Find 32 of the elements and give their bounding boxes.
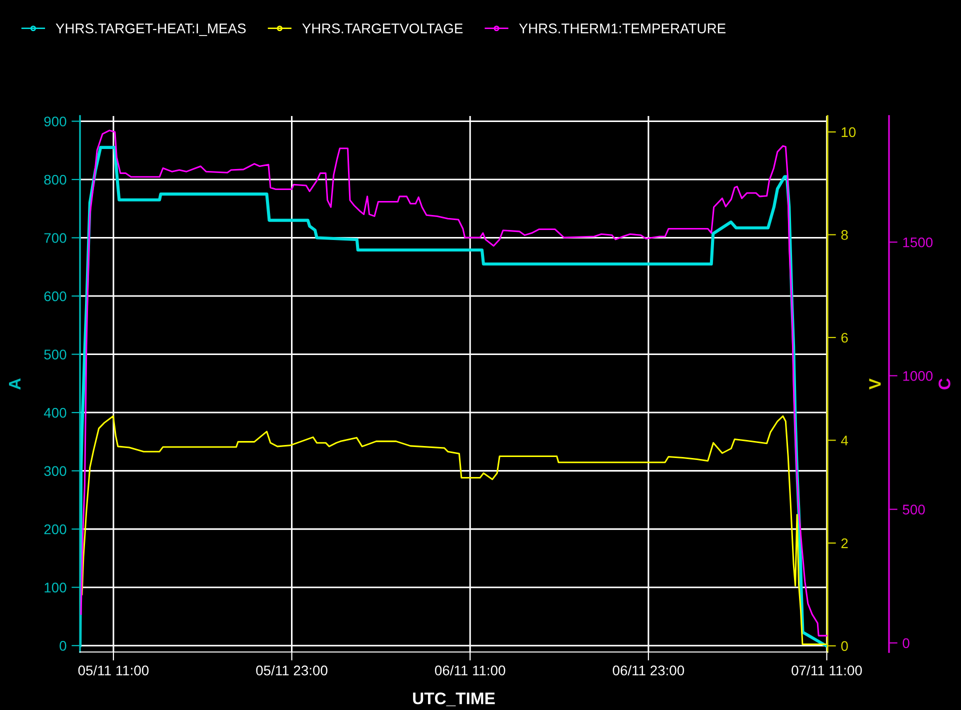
y-tick-label: 300: [44, 466, 66, 476]
x-tick-label: 05/11 23:00: [256, 665, 328, 676]
y3-tick-label: 500: [902, 504, 925, 514]
y-tick-label: 600: [44, 291, 66, 302]
x-axis-title: UTC_TIME: [413, 692, 495, 706]
legend-label: YHRS.THERM1:TEMPERATURE: [519, 24, 726, 34]
y3-tick-label: 1500: [903, 237, 933, 248]
x-tick-label: 06/11 11:00: [434, 665, 506, 676]
y3-tick-label: 1000: [903, 371, 933, 381]
y2-tick-label: 8: [841, 230, 848, 240]
y-axis-title: A: [9, 378, 20, 390]
y2-tick-label: 6: [841, 332, 848, 343]
y2-tick-label: 0: [841, 641, 848, 651]
y-tick-label: 200: [44, 524, 66, 534]
y-tick-label: 100: [44, 582, 66, 592]
y-tick-label: 0: [60, 640, 66, 651]
y2-tick-label: 2: [841, 538, 848, 548]
y2-axis-title: V: [869, 378, 881, 390]
y2-tick-label: 10: [842, 127, 856, 138]
y2-tick-label: 4: [841, 436, 848, 446]
legend-label: YHRS.TARGETVOLTAGE: [302, 24, 463, 34]
y3-axis-title: C: [938, 378, 950, 390]
y-tick-label: 400: [44, 408, 66, 418]
y3-tick-label: 0: [902, 638, 910, 648]
y-tick-label: 900: [44, 116, 66, 126]
x-tick-label: 07/11 11:00: [792, 665, 862, 676]
y-tick-label: 700: [44, 233, 66, 243]
y-tick-label: 800: [44, 174, 66, 185]
x-tick-label: 06/11 23:00: [612, 665, 684, 676]
y-tick-label: 500: [44, 350, 66, 360]
legend-label: YHRS.TARGET-HEAT:I_MEAS: [56, 24, 246, 36]
x-tick-label: 05/11 11:00: [78, 665, 149, 676]
